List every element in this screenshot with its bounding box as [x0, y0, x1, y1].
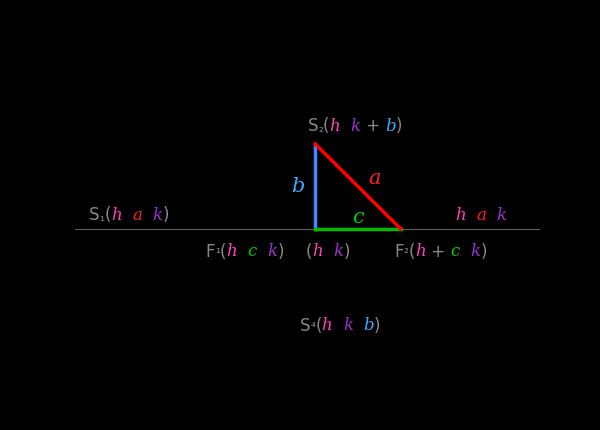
- Text: ): ): [344, 243, 350, 261]
- Text: +: +: [361, 117, 385, 135]
- Text: ): ): [396, 117, 402, 135]
- Text: (: (: [104, 206, 111, 224]
- Text: a: a: [132, 207, 142, 224]
- Text: h: h: [226, 243, 237, 260]
- Text: ₁: ₁: [215, 243, 220, 255]
- Text: (: (: [315, 317, 322, 335]
- Text: k: k: [350, 118, 361, 135]
- Text: h: h: [111, 207, 122, 224]
- Text: c: c: [352, 209, 364, 227]
- Text: k: k: [496, 207, 506, 224]
- Text: (: (: [323, 117, 329, 135]
- Text: a: a: [476, 207, 486, 224]
- Text: S: S: [308, 117, 318, 135]
- Text: k: k: [334, 243, 344, 260]
- Text: ₁: ₁: [100, 211, 104, 224]
- Text: b: b: [292, 177, 305, 196]
- Text: c: c: [451, 243, 460, 260]
- Text: h: h: [415, 243, 426, 260]
- Text: b: b: [364, 317, 374, 334]
- Text: F: F: [394, 243, 404, 261]
- Text: k: k: [470, 243, 480, 260]
- Text: h: h: [455, 207, 466, 224]
- Text: ₂: ₂: [318, 122, 323, 135]
- Text: S: S: [89, 206, 100, 224]
- Text: h: h: [329, 118, 340, 135]
- Text: a: a: [368, 169, 381, 188]
- Text: h: h: [313, 243, 323, 260]
- Text: ): ): [480, 243, 487, 261]
- Text: (: (: [220, 243, 226, 261]
- Text: ): ): [277, 243, 284, 261]
- Text: b: b: [385, 118, 396, 135]
- Text: ₄: ₄: [310, 317, 315, 330]
- Text: S: S: [300, 317, 310, 335]
- Text: c: c: [247, 243, 257, 260]
- Text: h: h: [322, 317, 332, 334]
- Text: ): ): [163, 206, 169, 224]
- Text: (: (: [306, 243, 313, 261]
- Text: F: F: [205, 243, 215, 261]
- Text: (: (: [409, 243, 415, 261]
- Text: k: k: [267, 243, 277, 260]
- Text: ₂: ₂: [404, 243, 409, 255]
- Text: k: k: [152, 207, 163, 224]
- Text: k: k: [343, 317, 353, 334]
- Text: +: +: [426, 243, 451, 261]
- Text: ): ): [374, 317, 380, 335]
